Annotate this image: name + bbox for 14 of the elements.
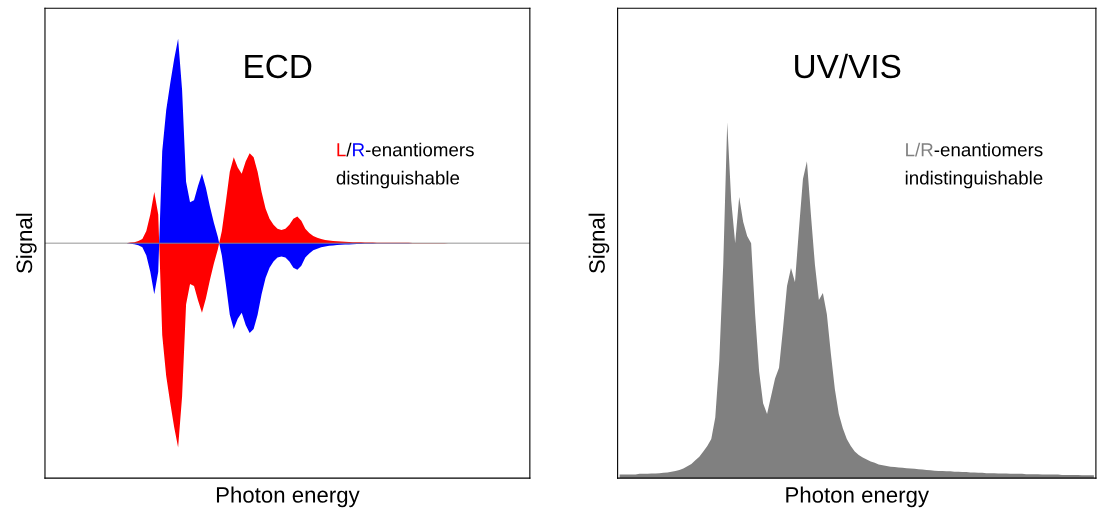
y-axis-title: Signal [588, 213, 610, 274]
text: R [353, 143, 365, 157]
annotation: / [346, 142, 352, 157]
annotation: indistinguishable [905, 170, 1043, 189]
x-axis-title: Photon energy [786, 486, 929, 508]
annotation: -enantiomers [365, 142, 474, 157]
text: L [337, 143, 346, 157]
x-axis-title: Photon energy [216, 486, 360, 508]
annotation: distinguishable [336, 170, 460, 189]
y-axis-title: Signal [15, 213, 37, 274]
chart-title: ECD [245, 54, 312, 79]
text: L/R [906, 142, 933, 157]
chart-title: UV/VIS [795, 53, 901, 79]
annotation: -enantiomers [934, 142, 1043, 157]
